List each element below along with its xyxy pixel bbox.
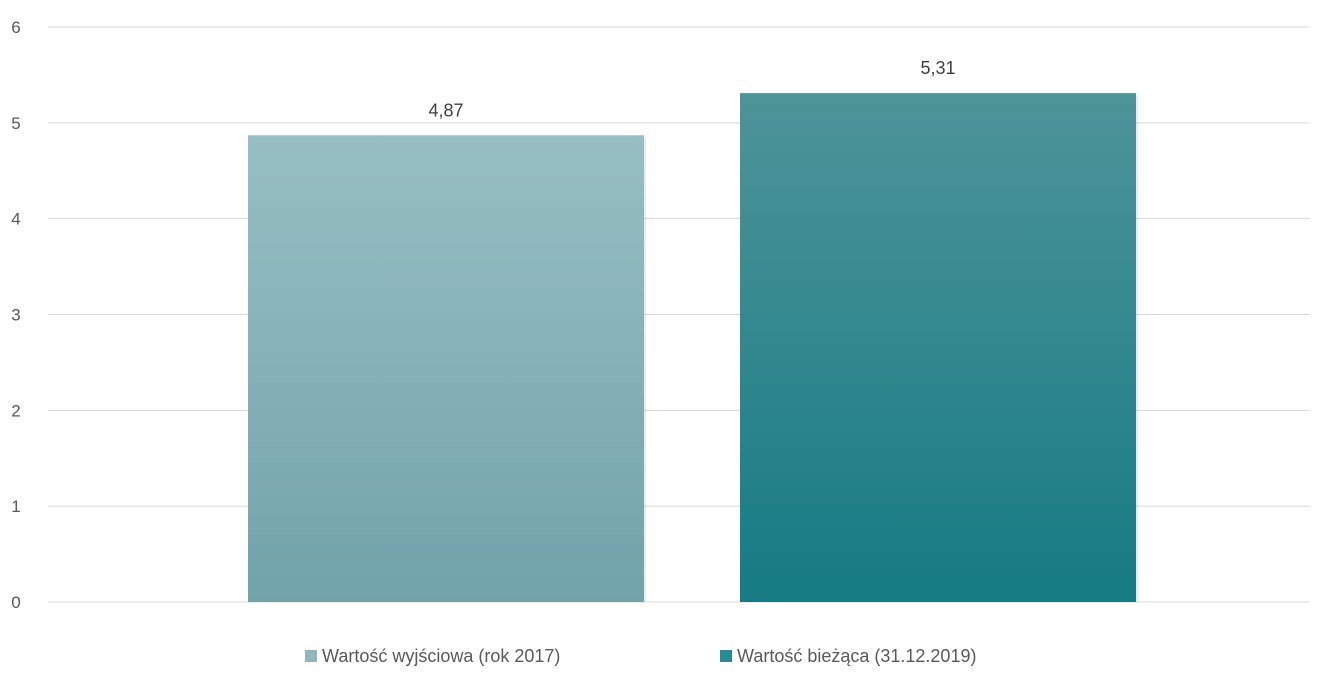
legend-label-series-1: Wartość wyjściowa (rok 2017) <box>322 646 560 666</box>
data-label-series-1: 4,87 <box>428 100 463 120</box>
y-tick-label: 3 <box>11 306 20 325</box>
legend-label-series-2: Wartość bieżąca (31.12.2019) <box>737 646 976 666</box>
y-tick-label: 2 <box>11 401 20 420</box>
bar-series-2 <box>740 93 1136 602</box>
data-labels: 4,87 5,31 <box>428 58 955 120</box>
y-tick-label: 5 <box>11 114 20 133</box>
y-tick-label: 0 <box>11 593 20 612</box>
y-tick-label: 4 <box>11 210 20 229</box>
bar-series-1 <box>248 135 644 602</box>
y-tick-label: 1 <box>11 497 20 516</box>
y-axis-tick-labels: 0 1 2 3 4 5 6 <box>11 18 20 612</box>
y-tick-label: 6 <box>11 18 20 37</box>
data-label-series-2: 5,31 <box>920 58 955 78</box>
legend-swatch-series-1 <box>305 650 317 662</box>
bars <box>248 93 1138 602</box>
legend-swatch-series-2 <box>720 650 732 662</box>
legend: Wartość wyjściowa (rok 2017) Wartość bież… <box>305 646 976 666</box>
